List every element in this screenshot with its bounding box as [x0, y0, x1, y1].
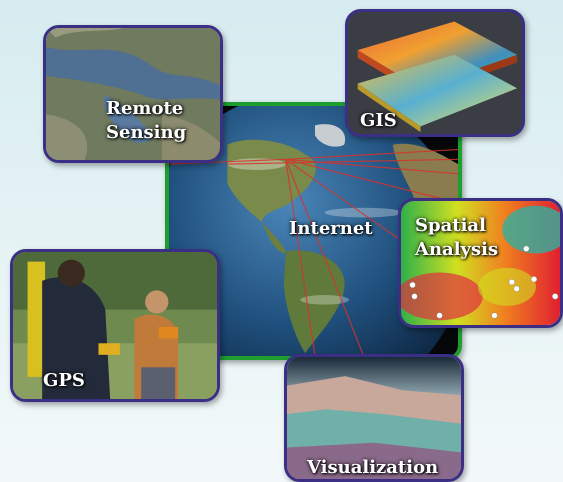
spatial-analysis-panel: Spatial Analysis — [398, 198, 563, 328]
internet-label: Internet — [289, 218, 373, 239]
heatmap-image — [401, 201, 560, 325]
gis-label: GIS — [360, 110, 397, 131]
spatial-analysis-label-line2: Analysis — [415, 239, 499, 260]
remote-sensing-panel: Remote Sensing — [43, 25, 223, 163]
gps-label: GPS — [43, 370, 85, 391]
spatial-analysis-label-line1: Spatial — [415, 215, 486, 236]
visualization-panel: Visualization — [284, 354, 464, 482]
3d-terrain-image — [287, 357, 461, 479]
remote-sensing-label-line2: Sensing — [106, 122, 187, 143]
gps-panel: GPS — [10, 249, 220, 402]
remote-sensing-label-line1: Remote — [106, 98, 184, 119]
gis-panel: GIS — [345, 9, 525, 137]
terrain-layers-image — [348, 12, 522, 134]
visualization-label: Visualization — [307, 457, 439, 478]
gps-photo-image — [13, 252, 217, 399]
satellite-image — [46, 28, 220, 160]
